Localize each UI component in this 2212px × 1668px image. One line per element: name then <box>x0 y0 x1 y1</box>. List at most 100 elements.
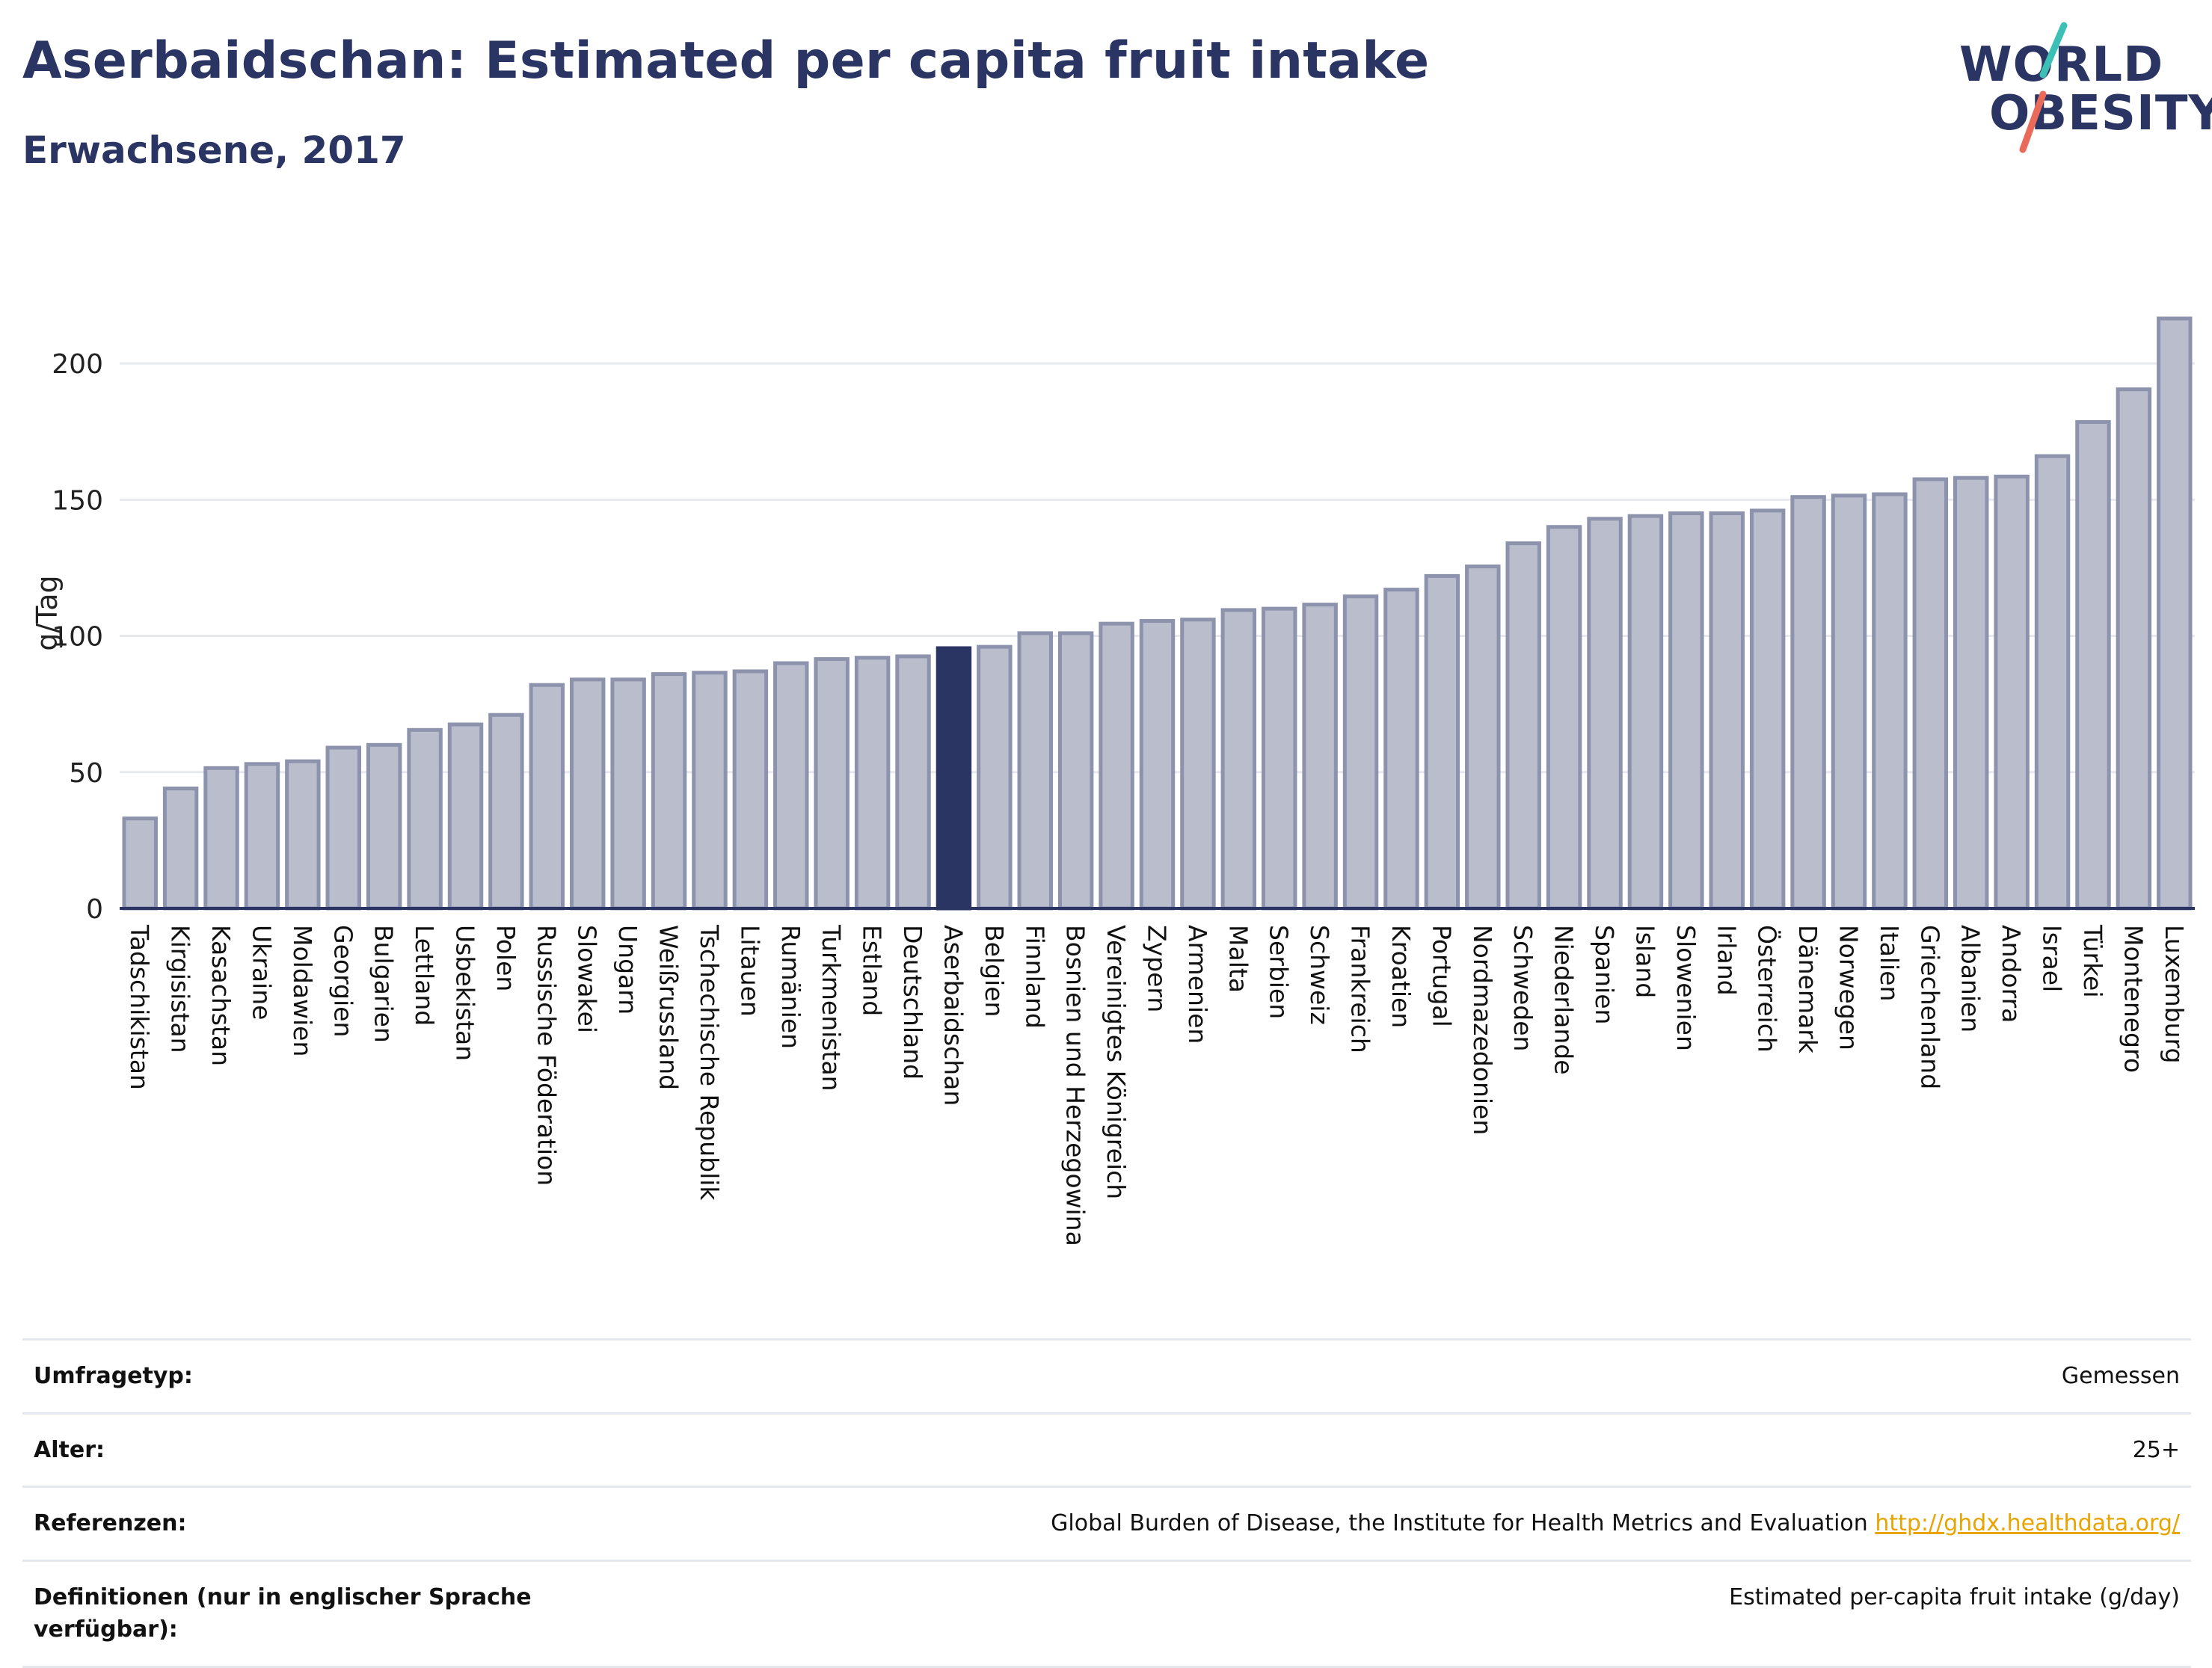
x-tick-label: Italien <box>1875 925 1904 1001</box>
bar <box>1057 631 1094 911</box>
bar <box>2034 454 2071 911</box>
bar <box>162 787 199 911</box>
bar <box>447 722 484 911</box>
world-obesity-logo[interactable]: WORLD OBESITY <box>1952 15 2212 164</box>
x-tick-label: Israel <box>2038 925 2067 992</box>
x-tick-label: Portugal <box>1427 925 1456 1027</box>
reference-link[interactable]: http://ghdx.healthdata.org/ <box>1875 1510 2180 1536</box>
bar <box>244 762 280 911</box>
x-tick-label: Niederlande <box>1549 925 1579 1075</box>
bar <box>1180 618 1216 911</box>
x-tick-label: Belgien <box>980 925 1009 1017</box>
x-tick-label: Lettland <box>410 925 439 1026</box>
x-tick-label: Ungarn <box>613 925 642 1015</box>
bar <box>1505 541 1541 911</box>
meta-label: Definitionen (nur in englischer Sprache … <box>34 1584 532 1643</box>
bar <box>854 656 891 911</box>
meta-label: Referenzen: <box>34 1510 187 1536</box>
bar <box>2116 387 2152 911</box>
x-tick-label: Rumänien <box>776 925 805 1049</box>
x-tick-label: Kirgisistan <box>166 925 195 1053</box>
bar <box>1262 606 1297 911</box>
meta-row-age: Alter: 25+ <box>22 1412 2191 1486</box>
bar <box>1668 511 1704 911</box>
bar <box>1302 603 1338 911</box>
bar <box>1220 608 1257 911</box>
x-tick-label: Schweiz <box>1305 925 1334 1025</box>
bar <box>692 671 728 911</box>
x-tick-label: Island <box>1630 925 1659 998</box>
bar <box>1424 573 1460 911</box>
x-tick-label: Albanien <box>1956 925 1985 1033</box>
bar <box>1342 594 1379 911</box>
x-tick-label: Montenegro <box>2119 925 2148 1073</box>
bar <box>1627 514 1664 911</box>
bar <box>325 745 361 911</box>
x-tick-label: Litauen <box>735 925 764 1017</box>
x-tick-label: Tschechische Republik <box>695 924 724 1201</box>
x-tick-label: Turkmenistan <box>817 924 846 1092</box>
bar <box>529 683 565 911</box>
chart-title: Aserbaidschan: Estimated per capita frui… <box>22 31 1430 90</box>
bar <box>1831 493 1867 911</box>
bar <box>895 654 931 911</box>
x-tick-label: Usbekistan <box>451 925 480 1061</box>
bar <box>1546 525 1582 911</box>
x-tick-label: Dänemark <box>1793 925 1822 1054</box>
bar <box>1953 476 1989 911</box>
bar <box>1912 477 1949 911</box>
bar <box>1099 621 1134 911</box>
x-tick-label: Finnland <box>1020 925 1049 1029</box>
x-tick-label: Moldawien <box>288 925 317 1056</box>
x-tick-label: Aserbaidschan <box>938 925 968 1106</box>
bar <box>203 766 239 911</box>
meta-row-definitions: Definitionen (nur in englischer Sprache … <box>22 1559 2191 1668</box>
logo-slash-icon <box>2019 22 2068 153</box>
x-tick-label: Vereinigtes Königreich <box>1102 925 1131 1199</box>
x-tick-label: Bulgarien <box>369 925 399 1043</box>
meta-value: Gemessen <box>2061 1363 2180 1389</box>
x-tick-label: Frankreich <box>1346 925 1375 1053</box>
x-tick-label: Russische Föderation <box>532 925 561 1186</box>
y-tick-label: 200 <box>52 349 103 380</box>
x-tick-label: Georgien <box>328 925 357 1037</box>
bar <box>1587 517 1623 911</box>
bar <box>1994 474 2030 911</box>
x-tick-label: Ukraine <box>247 925 276 1020</box>
bar <box>366 742 402 911</box>
x-tick-label: Norwegen <box>1834 925 1864 1050</box>
bar <box>732 669 769 911</box>
meta-label: Umfragetyp: <box>34 1363 193 1389</box>
meta-row-references: Referenzen: Global Burden of Disease, th… <box>22 1486 2191 1560</box>
bar <box>1465 564 1501 911</box>
y-tick-label: 150 <box>52 485 103 516</box>
x-tick-label: Luxemburg <box>2160 925 2189 1063</box>
bar <box>2157 316 2193 911</box>
y-tick-label: 100 <box>52 622 103 653</box>
y-tick-label: 0 <box>86 894 103 925</box>
y-tick-label: 50 <box>69 758 103 789</box>
bar <box>773 661 809 911</box>
reference-text: Global Burden of Disease, the Institute … <box>1051 1510 1875 1536</box>
x-tick-label: Österreich <box>1753 925 1783 1053</box>
bar <box>1139 619 1176 911</box>
chart-subtitle: Erwachsene, 2017 <box>22 129 406 172</box>
x-tick-label: Spanien <box>1590 925 1619 1024</box>
x-tick-label: Serbien <box>1265 925 1294 1019</box>
x-tick-label: Slowakei <box>573 925 602 1033</box>
meta-label: Alter: <box>34 1436 105 1463</box>
x-tick-label: Zypern <box>1143 925 1172 1012</box>
bar-chart: 0 50 100 150 200 g/Tag Tadschikistan Kirgisista… <box>31 316 2195 1246</box>
bar <box>122 816 158 911</box>
bar <box>570 677 606 911</box>
meta-value: Global Burden of Disease, the Institute … <box>1051 1507 2180 1540</box>
x-tick-label: Weißrussland <box>654 925 683 1090</box>
bar <box>814 657 850 911</box>
bar <box>488 713 524 911</box>
x-tick-label: Schweden <box>1508 925 1537 1051</box>
bar <box>1709 511 1745 911</box>
x-tick-label: Irland <box>1712 925 1741 996</box>
bar <box>1017 631 1053 911</box>
bar <box>285 759 321 911</box>
bar <box>651 672 687 911</box>
